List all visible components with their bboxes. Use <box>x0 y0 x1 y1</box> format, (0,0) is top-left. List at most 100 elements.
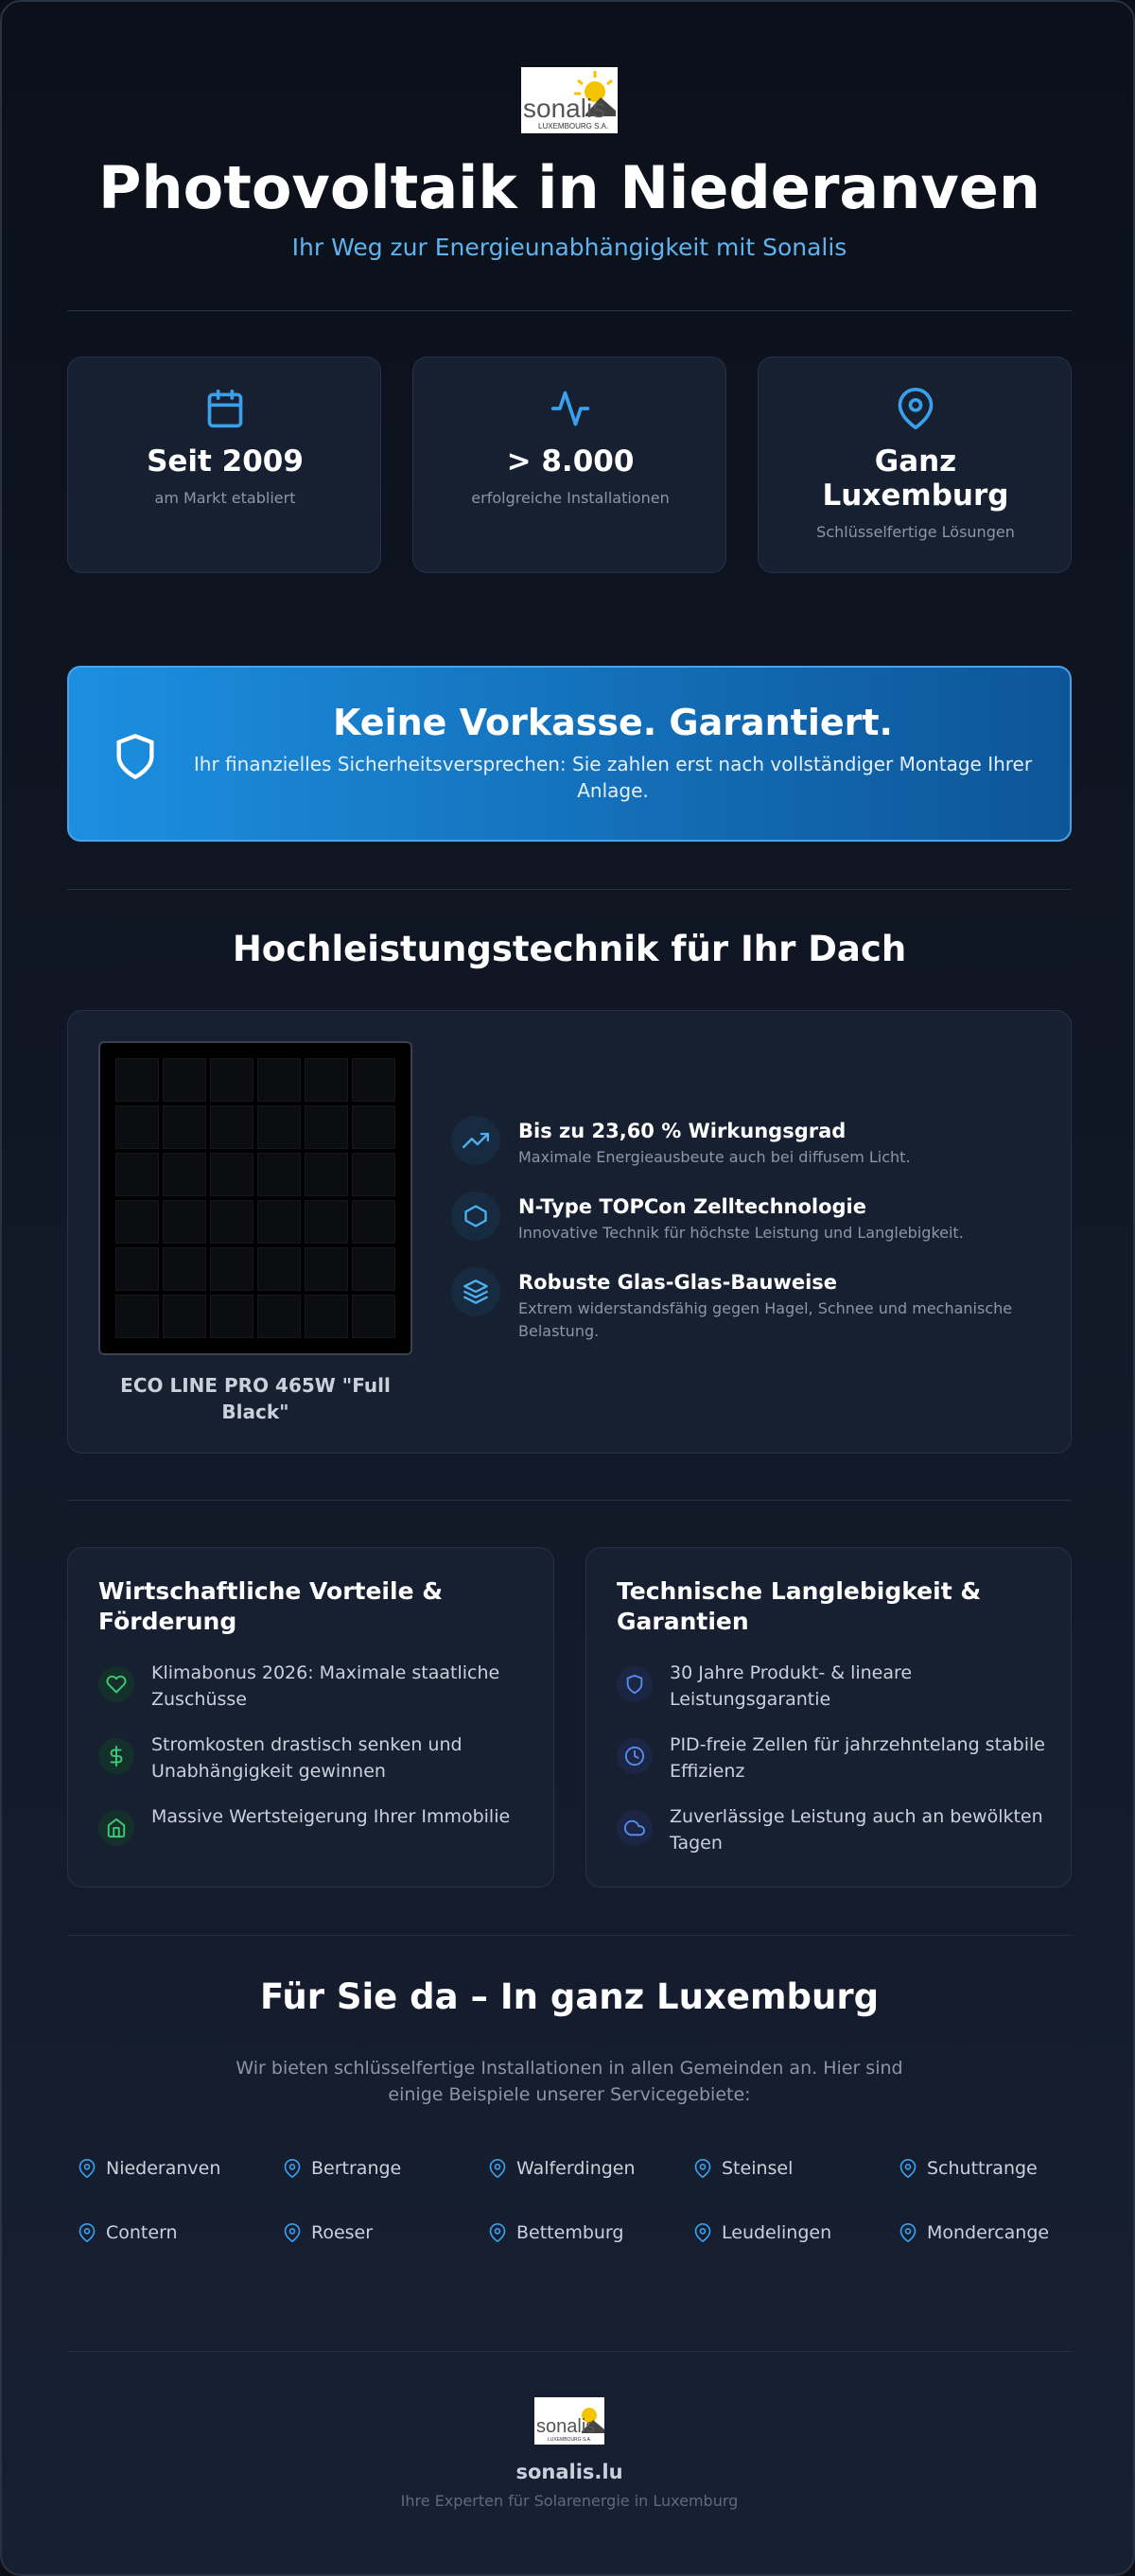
panel-cell <box>210 1058 253 1102</box>
divider <box>67 1935 1072 1936</box>
location: Mondercange <box>899 2222 1049 2243</box>
benefit-item: 30 Jahre Produkt- & lineare Leistungsgar… <box>670 1662 913 1710</box>
icon <box>107 1818 126 1838</box>
stat-value: Ganz Luxemburg <box>822 444 1009 513</box>
panel-cell <box>210 1247 253 1291</box>
logo-sun <box>574 71 616 116</box>
panel-cell <box>352 1153 395 1196</box>
solar-panel <box>98 1041 412 1355</box>
location-name: Contern <box>106 2222 178 2243</box>
location-name: Schuttrange <box>927 2158 1038 2179</box>
location-name: Bettemburg <box>516 2222 624 2243</box>
icon <box>110 1746 123 1767</box>
divider <box>67 1500 1072 1501</box>
panel-cell <box>352 1058 395 1102</box>
icon <box>489 2223 506 2242</box>
panel-cell <box>257 1200 301 1244</box>
feature-title: Bis zu 23,60 % Wirkungsgrad <box>518 1120 847 1142</box>
banner: Keine Vorkasse. Garantiert. Ihr finanzie… <box>67 666 1072 842</box>
panel-cell <box>257 1153 301 1196</box>
feature-title: Robuste Glas-Glas-Bauweise <box>518 1271 838 1294</box>
panel-cell <box>115 1105 159 1149</box>
location: Schuttrange <box>899 2158 1038 2179</box>
icon <box>106 1675 127 1694</box>
panel-cell <box>305 1058 348 1102</box>
panel-cell <box>210 1295 253 1338</box>
banner-text: Ihr finanzielles Sicherheitsversprechen:… <box>193 753 1033 802</box>
icon <box>463 1132 489 1149</box>
panel-cell <box>305 1247 348 1291</box>
panel-cell <box>305 1153 348 1196</box>
location-name: Bertrange <box>311 2158 402 2179</box>
panel-cell <box>163 1153 206 1196</box>
benefit-card: Wirtschaftliche Vorteile & Förderung Klim… <box>67 1547 554 1888</box>
logo: sonalis LUXEMBOURG S.A. <box>521 67 618 133</box>
logo-sub: LUXEMBOURG S.A. <box>548 2437 592 2443</box>
benefit-icon <box>98 1738 134 1774</box>
panel-cell <box>257 1295 301 1338</box>
icon <box>463 1279 488 1304</box>
stat-label: am Markt etabliert <box>154 489 296 507</box>
logo-sub: LUXEMBOURG S.A. <box>538 122 609 131</box>
service-text: Wir bieten schlüsselfertige Installation… <box>236 2058 903 2105</box>
stat-card: Seit 2009 am Markt etabliert <box>67 357 381 573</box>
benefit-card: Technische Langlebigkeit & Garantien 30 J… <box>585 1547 1072 1888</box>
icon <box>464 1205 487 1227</box>
location: Bettemburg <box>488 2222 623 2243</box>
panel-cell <box>163 1200 206 1244</box>
panel-cell <box>210 1200 253 1244</box>
benefit-icon <box>98 1666 134 1702</box>
subtitle: Ihr Weg zur Energieunabhängigkeit mit So… <box>291 234 847 261</box>
icon <box>284 2159 301 2178</box>
logo-sun <box>582 2408 604 2433</box>
icon <box>899 2159 917 2178</box>
location: Bertrange <box>283 2158 401 2179</box>
panel-caption: ECO LINE PRO 465W "Full Black" <box>120 1374 391 1423</box>
feature-icon <box>451 1116 500 1165</box>
benefit-item: Klimabonus 2026: Maximale staatliche Zus… <box>151 1662 500 1710</box>
stat-label: erfolgreiche Installationen <box>471 489 670 507</box>
panel-cell <box>210 1105 253 1149</box>
panel-cell <box>257 1247 301 1291</box>
stat-value: Seit 2009 <box>147 444 304 479</box>
icon <box>624 1819 645 1836</box>
footer-tagline: Ihre Experten für Solarenergie in Luxemb… <box>400 2492 739 2510</box>
panel-cell <box>305 1200 348 1244</box>
stat-card: > 8.000 erfolgreiche Installationen <box>412 357 726 573</box>
divider <box>67 310 1072 311</box>
title: Photovoltaik in Niederanven <box>98 153 1040 222</box>
shield-icon <box>116 734 154 780</box>
benefit-item: Stromkosten drastisch senken und Unabhän… <box>151 1734 463 1782</box>
icon <box>626 1674 643 1695</box>
section-heading: Hochleistungstechnik für Ihr Dach <box>232 929 907 969</box>
panel-cell <box>163 1295 206 1338</box>
panel-cell <box>115 1153 159 1196</box>
icon <box>898 388 934 429</box>
stat-label: Schlüsselfertige Lösungen <box>816 523 1015 541</box>
feature-icon <box>451 1192 500 1241</box>
icon <box>207 389 243 428</box>
panel-cell <box>163 1105 206 1149</box>
location-name: Leudelingen <box>722 2222 832 2243</box>
feature-text: Maximale Energieausbeute auch bei diffus… <box>518 1148 911 1166</box>
icon <box>284 2223 301 2242</box>
panel-cell <box>163 1247 206 1291</box>
service-heading: Für Sie da – In ganz Luxemburg <box>259 1976 880 2017</box>
icon <box>694 2223 711 2242</box>
benefit-item: Zuverlässige Leistung auch an bewölkten … <box>670 1806 1043 1854</box>
feature-text: Extrem widerstandsfähig gegen Hagel, Sch… <box>518 1299 1013 1340</box>
feature-title: N-Type TOPCon Zelltechnologie <box>518 1195 867 1218</box>
panel-cell <box>305 1295 348 1338</box>
icon <box>899 2223 917 2242</box>
panel-cell <box>352 1105 395 1149</box>
divider <box>67 889 1072 890</box>
panel-cell <box>115 1247 159 1291</box>
benefit-heading: Technische Langlebigkeit & Garantien <box>617 1577 982 1635</box>
footer-site: sonalis.lu <box>515 2461 623 2483</box>
stat-value: > 8.000 <box>506 444 635 479</box>
icon <box>79 2159 96 2178</box>
panel-cell <box>115 1058 159 1102</box>
stat-icon <box>550 388 591 433</box>
location: Contern <box>78 2222 178 2243</box>
